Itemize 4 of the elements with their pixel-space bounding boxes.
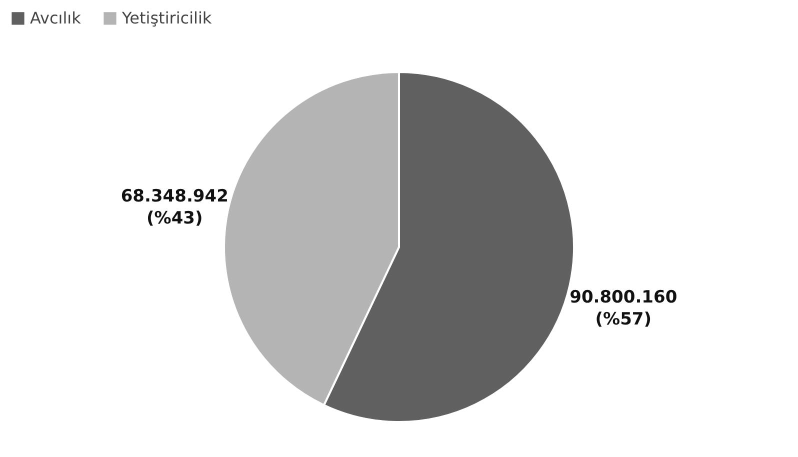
legend-label: Avcılık xyxy=(30,8,82,28)
legend-label: Yetiştiricilik xyxy=(121,8,212,28)
data-label: 90.800.160 (%57) xyxy=(570,288,678,330)
data-label: 68.348.942 (%43) xyxy=(120,186,228,228)
